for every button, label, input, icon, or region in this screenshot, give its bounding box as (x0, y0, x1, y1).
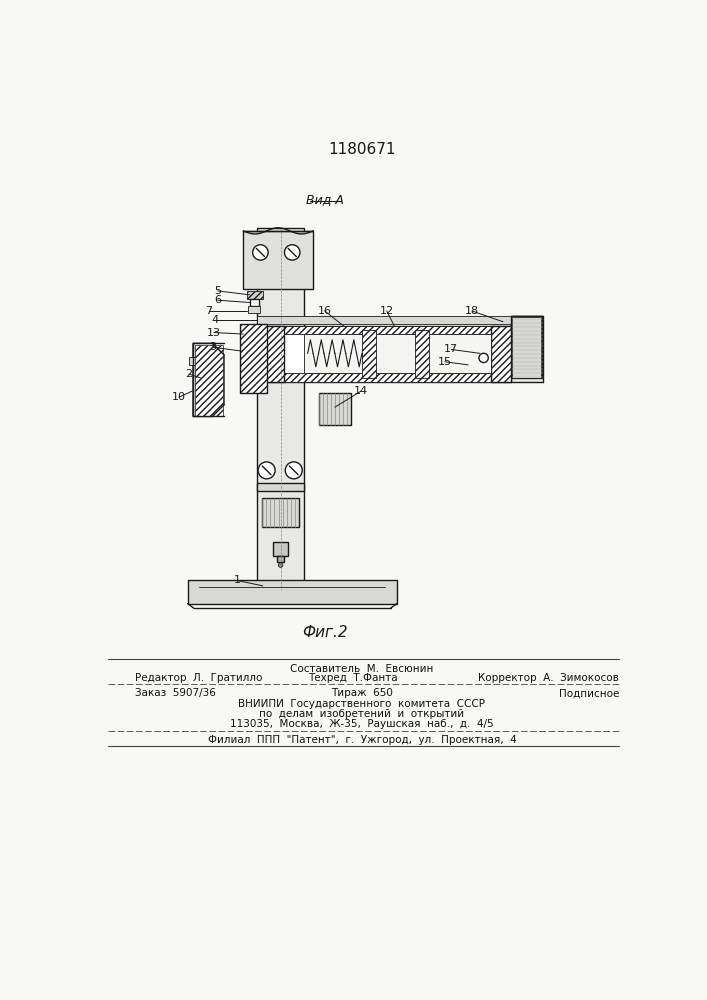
Text: 2: 2 (185, 369, 193, 379)
Text: по  делам  изобретений  и  открытий: по делам изобретений и открытий (259, 709, 464, 719)
Text: 10: 10 (172, 392, 186, 402)
Text: 14: 14 (354, 386, 368, 396)
Bar (281, 326, 495, 334)
Polygon shape (193, 343, 224, 416)
Bar (262, 498, 299, 527)
Bar (319, 393, 351, 425)
Text: 5: 5 (214, 286, 221, 296)
Circle shape (258, 462, 275, 479)
Text: ВНИИПИ  Государственного  комитета  СССР: ВНИИПИ Государственного комитета СССР (238, 699, 486, 709)
Text: 6: 6 (214, 295, 221, 305)
Bar (491, 326, 510, 382)
Text: Подписное: Подписное (559, 688, 619, 698)
Text: Филиал  ППП  "Патент",  г.  Ужгород,  ул.  Проектная,  4: Филиал ППП "Патент", г. Ужгород, ул. Про… (208, 735, 516, 745)
Text: Техред  Т.Фанта: Техред Т.Фанта (308, 673, 397, 683)
Circle shape (285, 462, 303, 479)
Text: 113035,  Москва,  Ж-35,  Раушская  наб.,  д.  4/5: 113035, Москва, Ж-35, Раушская наб., д. … (230, 719, 493, 729)
Text: 13: 13 (207, 328, 221, 338)
Bar (304, 334, 491, 373)
Text: 18: 18 (465, 306, 479, 316)
Bar (257, 316, 510, 324)
Text: Корректор  А.  Зимокосов: Корректор А. Зимокосов (479, 673, 619, 683)
Bar (257, 228, 304, 590)
Bar (510, 316, 542, 333)
Bar (248, 306, 260, 312)
Bar (510, 316, 542, 378)
Bar (257, 326, 284, 382)
Bar (281, 373, 495, 382)
Bar (362, 330, 376, 378)
Circle shape (279, 563, 283, 567)
Text: Вид A: Вид A (306, 193, 344, 206)
Bar (194, 345, 223, 416)
Circle shape (252, 245, 268, 260)
Bar (273, 542, 288, 556)
Text: Тираж  650: Тираж 650 (331, 688, 393, 698)
Bar (187, 580, 397, 604)
Text: 16: 16 (317, 306, 332, 316)
Text: 1: 1 (234, 575, 240, 585)
Bar (414, 330, 428, 378)
Text: Фиг.2: Фиг.2 (302, 625, 348, 640)
Bar (240, 324, 267, 393)
Text: 15: 15 (438, 357, 452, 367)
Circle shape (284, 245, 300, 260)
Text: 1180671: 1180671 (328, 142, 396, 157)
Bar (189, 357, 204, 365)
Bar (250, 299, 259, 306)
Circle shape (479, 353, 489, 363)
Bar (257, 483, 304, 491)
Bar (257, 326, 510, 382)
Text: Заказ  5907/36: Заказ 5907/36 (135, 688, 216, 698)
Text: 17: 17 (444, 344, 458, 354)
Text: 7: 7 (205, 306, 212, 316)
Bar (512, 317, 541, 378)
Text: 12: 12 (380, 306, 394, 316)
Bar (247, 291, 263, 299)
Bar (243, 231, 313, 289)
Text: 3: 3 (209, 342, 216, 352)
Text: Редактор  Л.  Гратилло: Редактор Л. Гратилло (135, 673, 262, 683)
Text: Составитель  М.  Евсюнин: Составитель М. Евсюнин (291, 664, 433, 674)
Text: 4: 4 (211, 315, 218, 325)
Bar (277, 556, 284, 562)
